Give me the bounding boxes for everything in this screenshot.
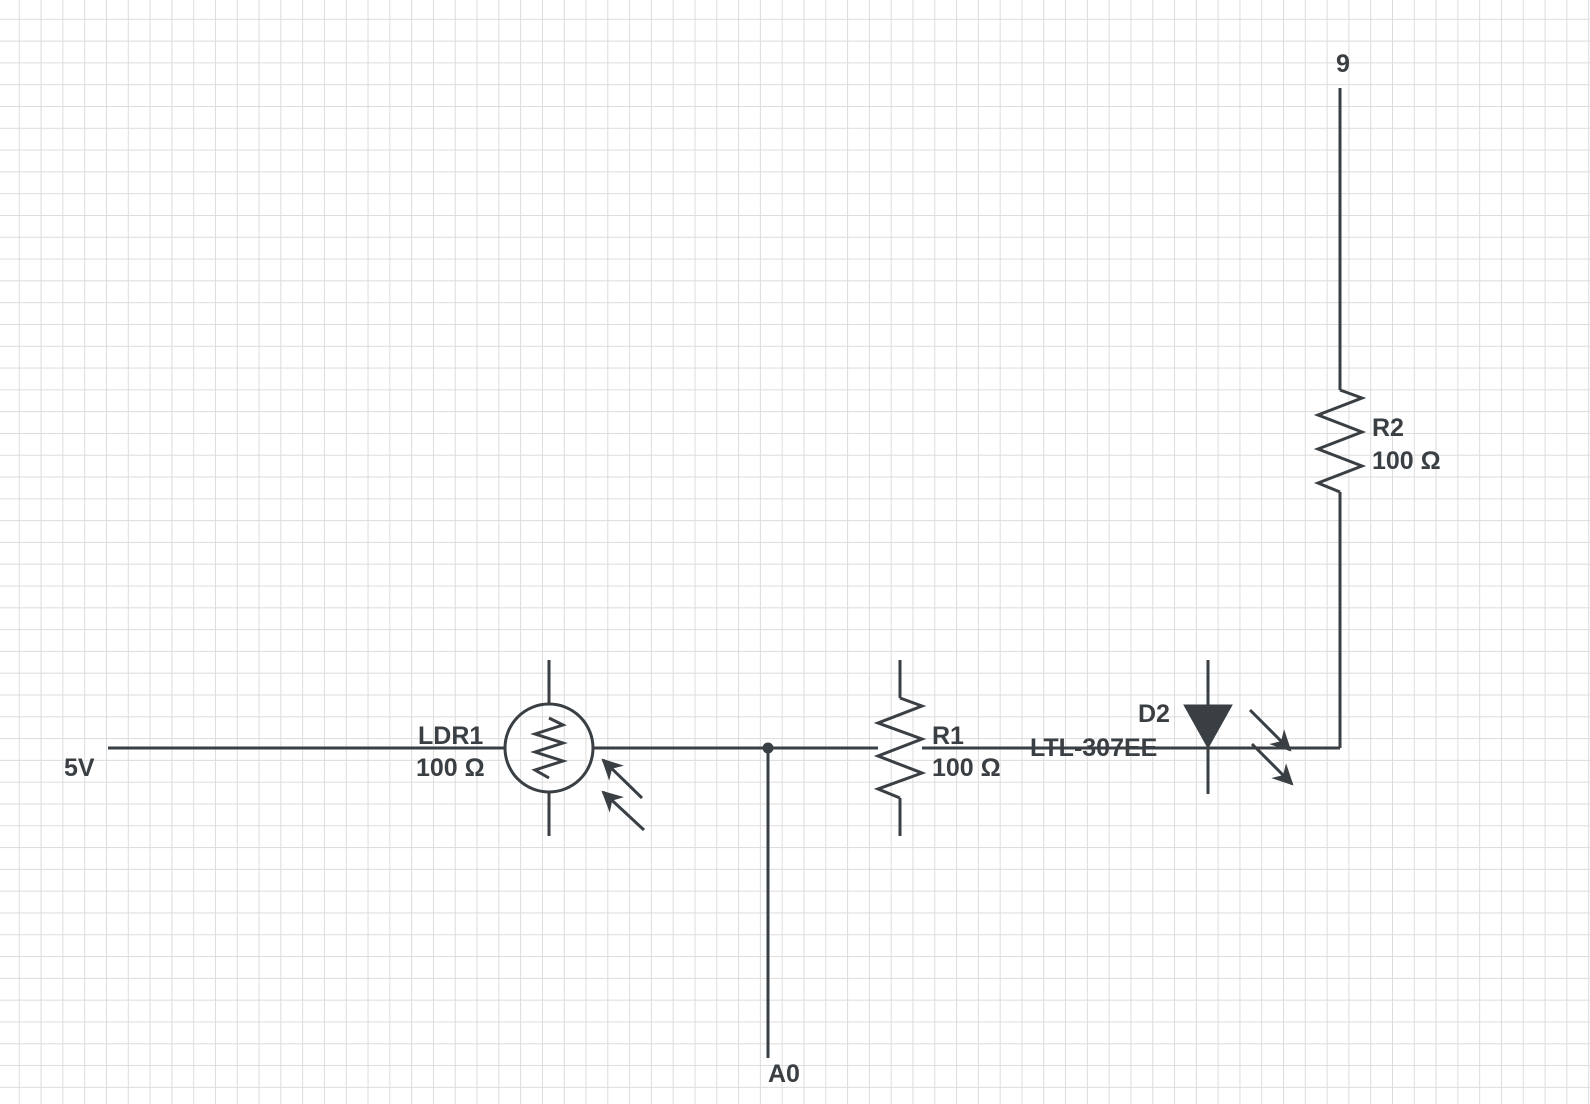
r1-symbol[interactable] — [873, 660, 927, 836]
supply-label: 5V — [64, 754, 95, 782]
d2-led-symbol[interactable] — [1183, 660, 1294, 794]
r2-name-label: R2 — [1372, 414, 1404, 442]
r2-zigzag — [1313, 388, 1367, 494]
d2-triangle — [1183, 704, 1233, 750]
r2-symbol[interactable] — [1313, 388, 1367, 494]
pin9-label: 9 — [1336, 50, 1350, 78]
ldr1-light-arrow-1 — [601, 758, 644, 800]
d2-emit-arrow-2 — [1250, 742, 1294, 786]
ldr1-light-arrow-2 — [601, 790, 646, 832]
r1-value-label: 100 Ω — [932, 754, 1001, 782]
ldr1-symbol[interactable] — [503, 660, 646, 836]
d2-emit-arrow-1 — [1248, 708, 1292, 752]
ldr1-name-label: LDR1 — [418, 722, 483, 750]
r1-zigzag — [873, 696, 927, 800]
r2-value-label: 100 Ω — [1372, 447, 1441, 475]
ldr1-zigzag — [530, 716, 568, 780]
ldr1-body-circle — [503, 702, 595, 794]
d2-part-label: LTL-307EE — [1030, 734, 1157, 762]
r1-name-label: R1 — [932, 722, 964, 750]
d2-name-label: D2 — [1138, 700, 1170, 728]
a0-label: A0 — [768, 1060, 800, 1088]
ldr1-value-label: 100 Ω — [416, 754, 485, 782]
